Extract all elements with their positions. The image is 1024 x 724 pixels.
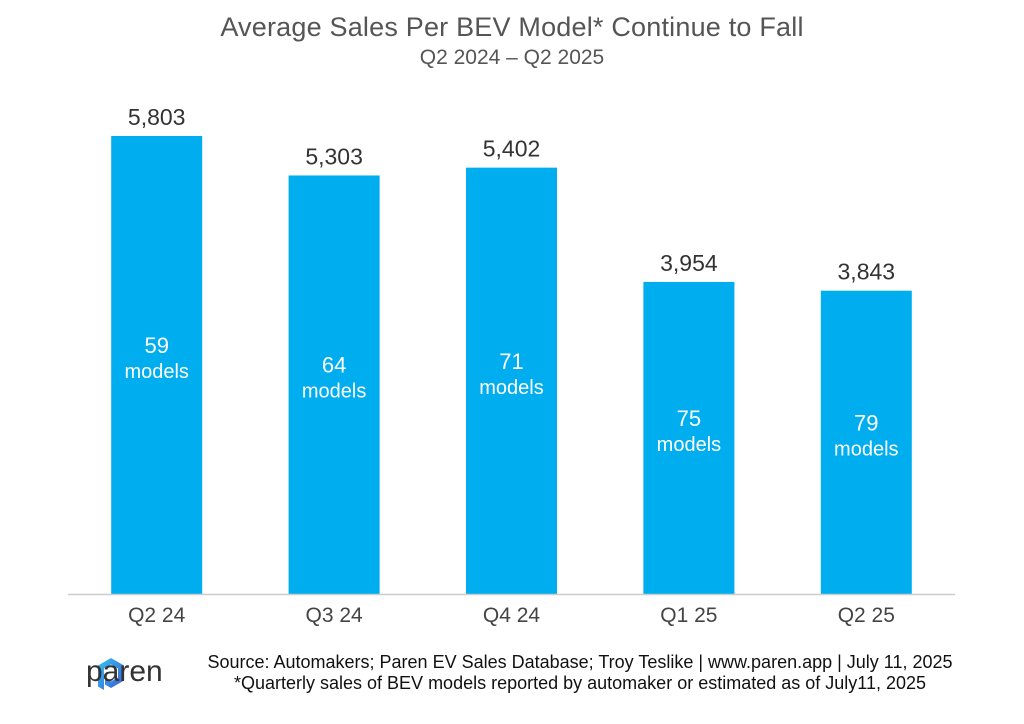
bar-1 (111, 136, 203, 594)
x-tick-label: Q4 24 (483, 604, 541, 627)
x-tick-label: Q2 24 (128, 604, 186, 627)
bar-4 (643, 281, 735, 594)
bar-3 (466, 167, 557, 594)
model-count-label: 79 (854, 410, 878, 435)
footnote: *Quarterly sales of BEV models reported … (233, 673, 926, 693)
model-count-label: 59 (144, 333, 168, 358)
model-unit-label: models (124, 361, 188, 383)
model-unit-label: models (657, 434, 721, 456)
model-count-label: 71 (499, 349, 523, 374)
paren-logo-icon (98, 658, 124, 690)
chart-title: Average Sales Per BEV Model* Continue to… (220, 12, 804, 42)
value-label: 3,843 (838, 259, 896, 285)
value-label: 3,954 (660, 250, 718, 276)
source-line: Source: Automakers; Paren EV Sales Datab… (207, 652, 953, 672)
chart-subtitle: Q2 2024 – Q2 2025 (419, 46, 605, 69)
model-unit-label: models (302, 381, 366, 403)
model-unit-label: models (834, 438, 898, 460)
model-count-label: 75 (677, 406, 701, 431)
model-count-label: 64 (322, 353, 346, 378)
x-tick-label: Q3 24 (305, 604, 363, 627)
value-label: 5,402 (483, 136, 541, 162)
bar-5 (820, 290, 912, 594)
source-note: Source: Automakers; Paren EV Sales Datab… (150, 652, 1010, 694)
value-label: 5,303 (305, 143, 363, 169)
bar-chart: 5,803 59 models Q2 24 5,303 64 models Q3 24 5,40… (68, 104, 955, 627)
x-tick-label: Q1 25 (660, 604, 717, 627)
value-label: 5,803 (128, 104, 186, 130)
bar-2 (288, 175, 380, 594)
paren-logo-text: paren (86, 655, 163, 688)
x-tick-label: Q2 25 (838, 604, 895, 627)
model-unit-label: models (479, 377, 543, 399)
